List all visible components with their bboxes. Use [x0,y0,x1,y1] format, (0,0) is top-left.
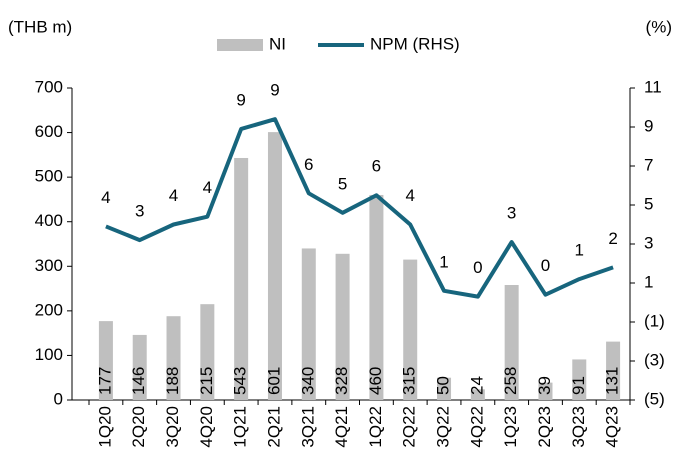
line-value-label: 6 [304,155,313,174]
x-tick-label: 4Q23 [603,406,622,448]
bar [301,248,316,400]
bar [437,377,452,400]
bar [200,304,215,400]
bar [369,194,384,400]
bar-value-label: 50 [434,376,453,395]
bar-value-label: 543 [231,367,250,395]
bar-value-label: 177 [95,367,114,395]
line-value-label: 4 [405,186,414,205]
bar [335,253,350,400]
x-tick-label: 2Q21 [264,406,283,448]
y-tick-label: 300 [35,256,63,275]
x-tick-label: 2Q20 [129,406,148,448]
x-tick-label: 3Q21 [298,406,317,448]
x-tick-label: 1Q22 [366,406,385,448]
x-tick-label: 4Q20 [197,406,216,448]
line-value-label: 1 [439,252,448,271]
line-value-label: 0 [473,258,482,277]
x-tick-label: 1Q21 [231,406,250,448]
bar-value-label: 601 [264,367,283,395]
y-tick-label: 200 [35,300,63,319]
line-value-label: 9 [236,90,245,109]
legend-label: NPM (RHS) [370,34,460,53]
bar [504,285,519,400]
x-tick-label: 1Q20 [95,406,114,448]
bar-value-label: 460 [366,367,385,395]
bar [572,359,587,400]
bar-value-label: 258 [501,367,520,395]
y2-tick-label: (1) [644,311,665,330]
bar-value-label: 91 [569,376,588,395]
bar-value-label: 146 [129,367,148,395]
y-axis-unit: (THB m) [8,17,72,36]
line-value-label: 5 [338,174,347,193]
x-tick-label: 4Q22 [467,406,486,448]
y-tick-label: 100 [35,345,63,364]
y2-tick-label: 9 [644,116,653,135]
y2-tick-label: 5 [644,194,653,213]
legend-label: NI [269,34,286,53]
x-tick-label: 1Q23 [501,406,520,448]
bar [166,316,181,400]
y-tick-label: 600 [35,122,63,141]
line-value-label: 4 [101,188,110,207]
y2-tick-label: 1 [644,272,653,291]
bar [538,382,553,400]
line-value-label: 6 [372,157,381,176]
line-value-label: 2 [608,229,617,248]
y2-tick-label: (3) [644,350,665,369]
x-tick-label: 2Q23 [535,406,554,448]
line-value-label: 3 [135,202,144,221]
bar-value-label: 24 [467,376,486,395]
bar [98,321,113,400]
bar-value-label: 340 [298,367,317,395]
bar-value-label: 328 [332,367,351,395]
legend-swatch [217,39,263,51]
bar-value-label: 188 [163,367,182,395]
y2-tick-label: (5) [644,389,665,408]
x-tick-label: 3Q23 [569,406,588,448]
y2-tick-label: 7 [644,155,653,174]
line-value-label: 9 [270,81,279,100]
x-tick-label: 3Q22 [434,406,453,448]
y2-axis-unit: (%) [646,17,672,36]
bar [470,389,485,400]
x-tick-label: 4Q21 [332,406,351,448]
bar-value-label: 315 [400,367,419,395]
y-tick-label: 500 [35,167,63,186]
bar [132,334,147,400]
y-tick-label: 700 [35,77,63,96]
line [105,117,614,299]
bar-value-label: 131 [603,367,622,395]
y2-tick-label: 11 [644,77,662,96]
bar [267,132,282,400]
line-value-label: 3 [507,204,516,223]
line-value-label: 1 [575,241,584,260]
bar-value-label: 39 [535,376,554,395]
bar [234,157,249,400]
bar-value-label: 215 [197,367,216,395]
line-value-label: 4 [203,178,212,197]
line-value-label: 0 [541,256,550,275]
line-value-label: 4 [169,186,178,205]
y2-tick-label: 3 [644,233,653,252]
y-tick-label: 400 [35,211,63,230]
bar [606,341,621,400]
x-tick-label: 3Q20 [163,406,182,448]
x-tick-label: 2Q22 [400,406,419,448]
y-tick-label: 0 [54,389,63,408]
bar [403,259,418,400]
